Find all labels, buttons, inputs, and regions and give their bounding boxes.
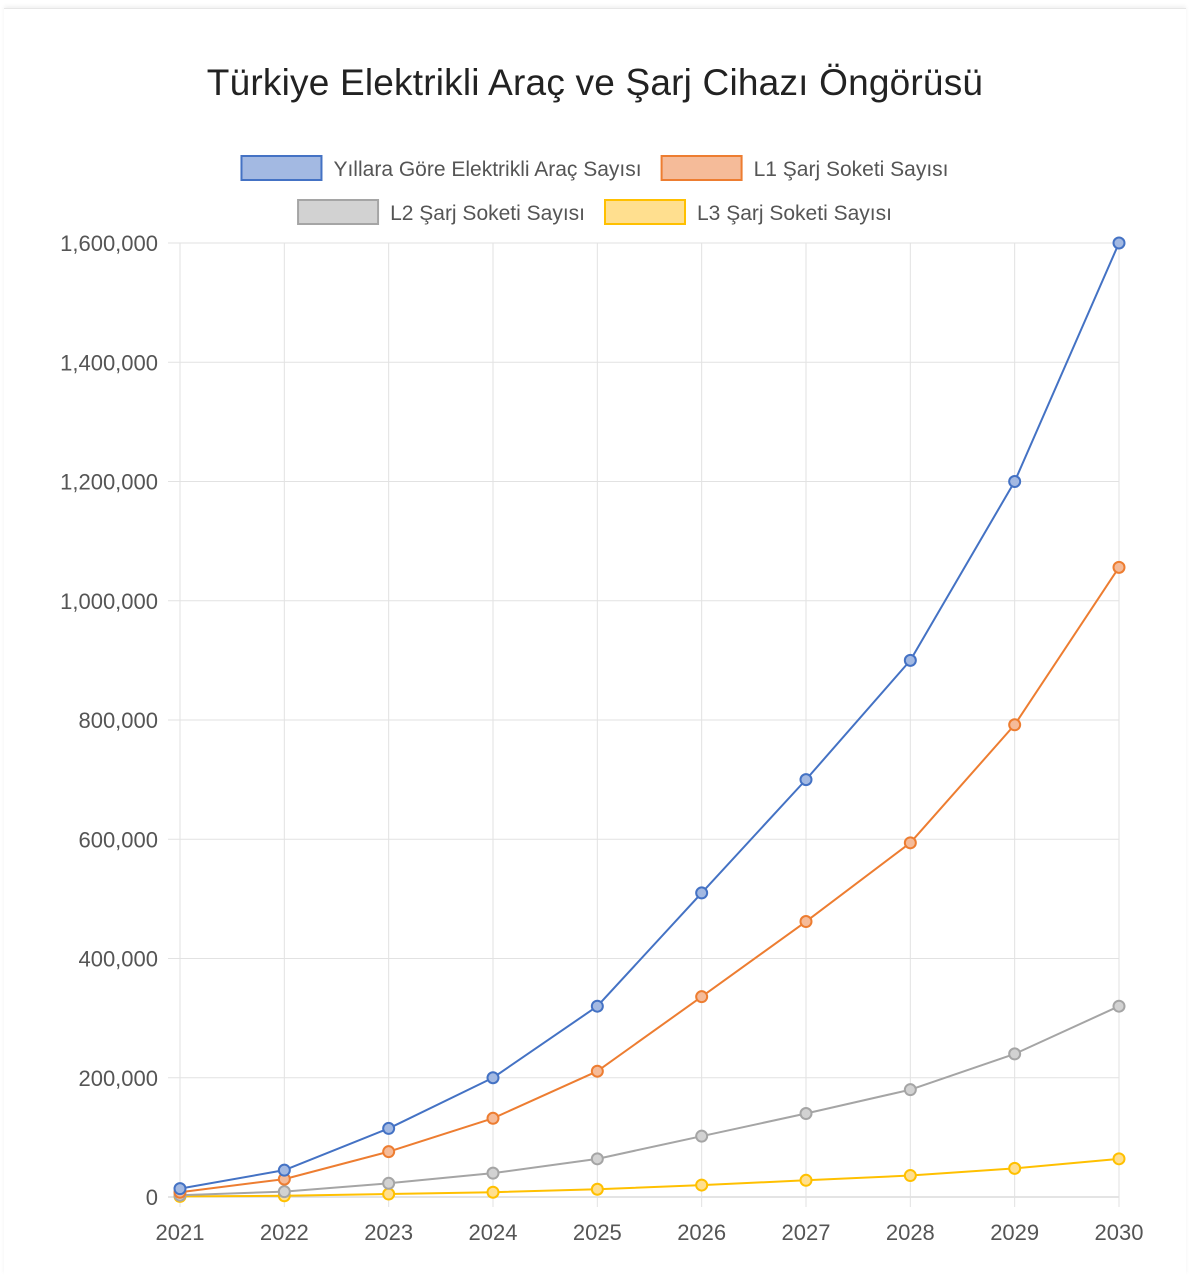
y-tick-label: 600,000: [78, 827, 158, 852]
series-line: [179, 1157, 1120, 1198]
data-point: [1008, 1047, 1022, 1061]
series-line: [179, 566, 1120, 1194]
data-point: [903, 1169, 917, 1183]
y-tick-label: 1,400,000: [60, 350, 158, 375]
data-point: [277, 1163, 291, 1177]
legend-item[interactable]: L3 Şarj Soketi Sayısı: [604, 199, 892, 225]
data-point: [799, 773, 813, 787]
data-point: [1112, 1152, 1126, 1166]
x-tick-label: 2026: [677, 1220, 726, 1245]
x-tick-label: 2030: [1095, 1220, 1144, 1245]
x-tick-label: 2024: [469, 1220, 518, 1245]
data-point: [486, 1185, 500, 1199]
y-tick-label: 1,600,000: [60, 231, 158, 256]
data-point: [1112, 999, 1126, 1013]
data-point: [590, 999, 604, 1013]
data-point: [382, 1145, 396, 1159]
x-tick-label: 2027: [782, 1220, 831, 1245]
data-point: [799, 1173, 813, 1187]
data-point: [590, 1182, 604, 1196]
data-point: [1112, 560, 1126, 574]
chart-title: Türkiye Elektrikli Araç ve Şarj Cihazı Ö…: [206, 62, 984, 103]
data-point: [695, 886, 709, 900]
data-point: [903, 1083, 917, 1097]
legend-swatch: [297, 199, 380, 225]
data-point: [590, 1064, 604, 1078]
data-point: [1008, 1161, 1022, 1175]
grid-lines: [168, 242, 1120, 1207]
series-group: [173, 236, 1126, 1203]
data-point: [173, 1182, 187, 1196]
y-tick-label: 1,200,000: [60, 470, 158, 495]
legend-item[interactable]: L1 Şarj Soketi Sayısı: [660, 155, 949, 181]
legend-label: L3 Şarj Soketi Sayısı: [697, 202, 892, 225]
data-point: [486, 1166, 500, 1180]
x-tick-label: 2022: [260, 1220, 309, 1245]
data-point: [799, 1107, 813, 1121]
series-line: [179, 242, 1120, 1190]
legend-swatch: [660, 155, 743, 181]
legend: Yıllara Göre Elektrikli Araç Sayısı L1 Şa…: [240, 155, 949, 225]
data-point: [486, 1071, 500, 1085]
y-tick-label: 200,000: [78, 1066, 158, 1091]
data-point: [903, 653, 917, 667]
x-tick-label: 2028: [886, 1220, 935, 1245]
legend-label: L2 Şarj Soketi Sayısı: [390, 202, 585, 225]
x-tick-label: 2021: [156, 1220, 205, 1245]
data-point: [1008, 475, 1022, 488]
data-point: [1008, 718, 1022, 732]
data-point: [695, 990, 709, 1004]
data-point: [799, 915, 813, 929]
x-tick-label: 2023: [364, 1220, 413, 1245]
y-tick-label: 800,000: [78, 708, 158, 733]
data-point: [382, 1176, 396, 1190]
data-point: [486, 1111, 500, 1125]
data-point: [1112, 236, 1126, 250]
data-point: [277, 1185, 291, 1199]
data-point: [590, 1152, 604, 1166]
x-tick-label: 2029: [990, 1220, 1039, 1245]
axes: 0 200,000 400,000 600,000 800,000 1,000,000 1,…: [60, 231, 1143, 1245]
series-line: [179, 1005, 1120, 1197]
data-point: [382, 1121, 396, 1135]
legend-label: L1 Şarj Soketi Sayısı: [754, 158, 949, 181]
y-tick-label: 0: [146, 1185, 158, 1210]
x-tick-label: 2025: [573, 1220, 622, 1245]
legend-label: Yıllara Göre Elektrikli Araç Sayısı: [333, 158, 641, 181]
chart-card: [4, 8, 1186, 1275]
legend-item[interactable]: Yıllara Göre Elektrikli Araç Sayısı: [240, 155, 642, 181]
legend-item[interactable]: L2 Şarj Soketi Sayısı: [297, 199, 585, 225]
legend-swatch: [604, 199, 686, 225]
y-tick-label: 400,000: [78, 947, 158, 972]
data-point: [903, 836, 917, 850]
legend-swatch: [240, 155, 323, 181]
data-point: [382, 1187, 396, 1201]
data-point: [695, 1129, 709, 1143]
data-point: [695, 1178, 709, 1192]
y-tick-label: 1,000,000: [60, 589, 158, 614]
